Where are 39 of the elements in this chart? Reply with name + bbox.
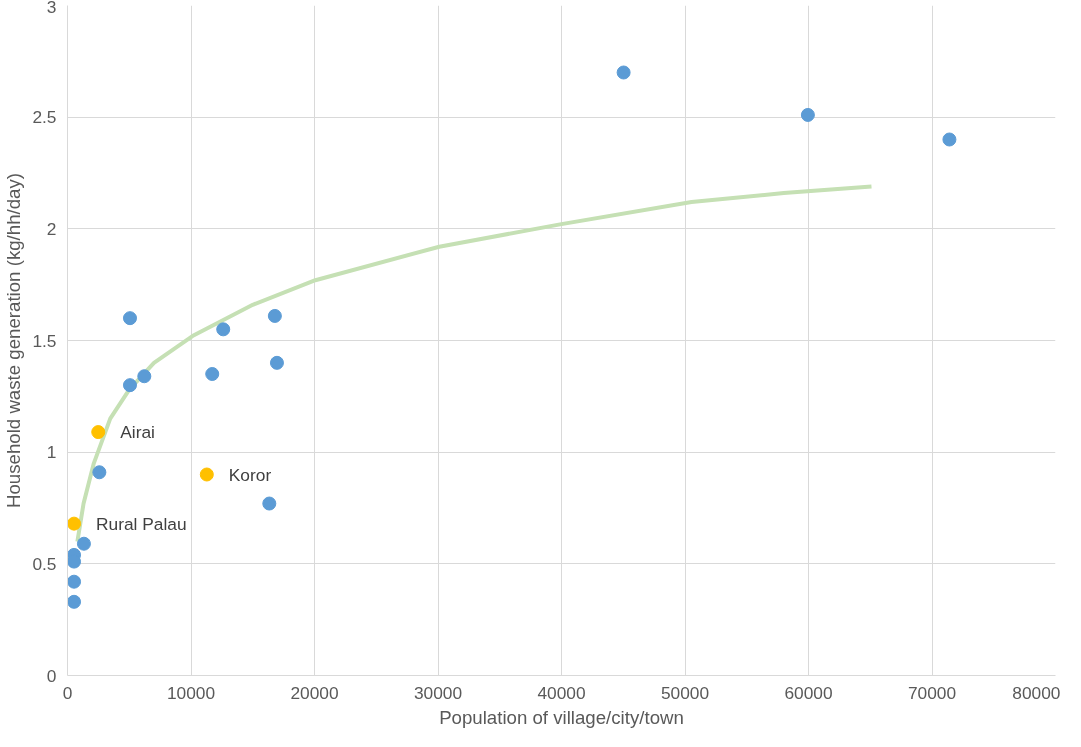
point [67, 594, 82, 609]
x-tick-label: 40000 [537, 682, 586, 703]
point [267, 308, 282, 323]
point [67, 574, 82, 589]
point [199, 467, 214, 482]
point [122, 311, 137, 326]
point [92, 465, 107, 480]
point [262, 496, 277, 511]
annotation: Airai [120, 422, 155, 443]
x-tick-label: 30000 [413, 682, 463, 703]
y-tick-label: 2.5 [32, 107, 57, 128]
y-tick-label: 1.5 [32, 330, 57, 351]
x-tick-label: 10000 [166, 682, 216, 703]
point [942, 132, 957, 147]
x-tick-label: 80000 [1012, 682, 1061, 703]
y-tick-label: 2 [46, 218, 57, 239]
x-tick-label: 60000 [784, 682, 833, 703]
annotation: Rural Palau [96, 513, 187, 534]
y-tick-label: 0.5 [32, 553, 57, 574]
y-tick-label: 3 [46, 0, 57, 17]
x-tick-label: 0 [62, 682, 73, 703]
y-tick-label: 1 [46, 442, 57, 463]
point [91, 425, 106, 440]
point [122, 378, 137, 393]
point [800, 107, 815, 122]
y-axis-title: Household waste generation (kg/hh/day) [3, 173, 25, 508]
point [216, 322, 231, 337]
point [67, 516, 82, 531]
point [205, 367, 220, 381]
point [616, 65, 631, 80]
x-tick-label: 70000 [907, 682, 957, 703]
point [137, 369, 152, 384]
point [76, 536, 91, 551]
annotation: Koror [228, 464, 272, 485]
x-tick-label: 20000 [290, 682, 339, 703]
point [269, 355, 284, 370]
x-axis-title: Population of village/city/town [439, 706, 684, 728]
y-tick-label: 0 [46, 665, 57, 686]
x-tick-label: 50000 [660, 682, 710, 703]
